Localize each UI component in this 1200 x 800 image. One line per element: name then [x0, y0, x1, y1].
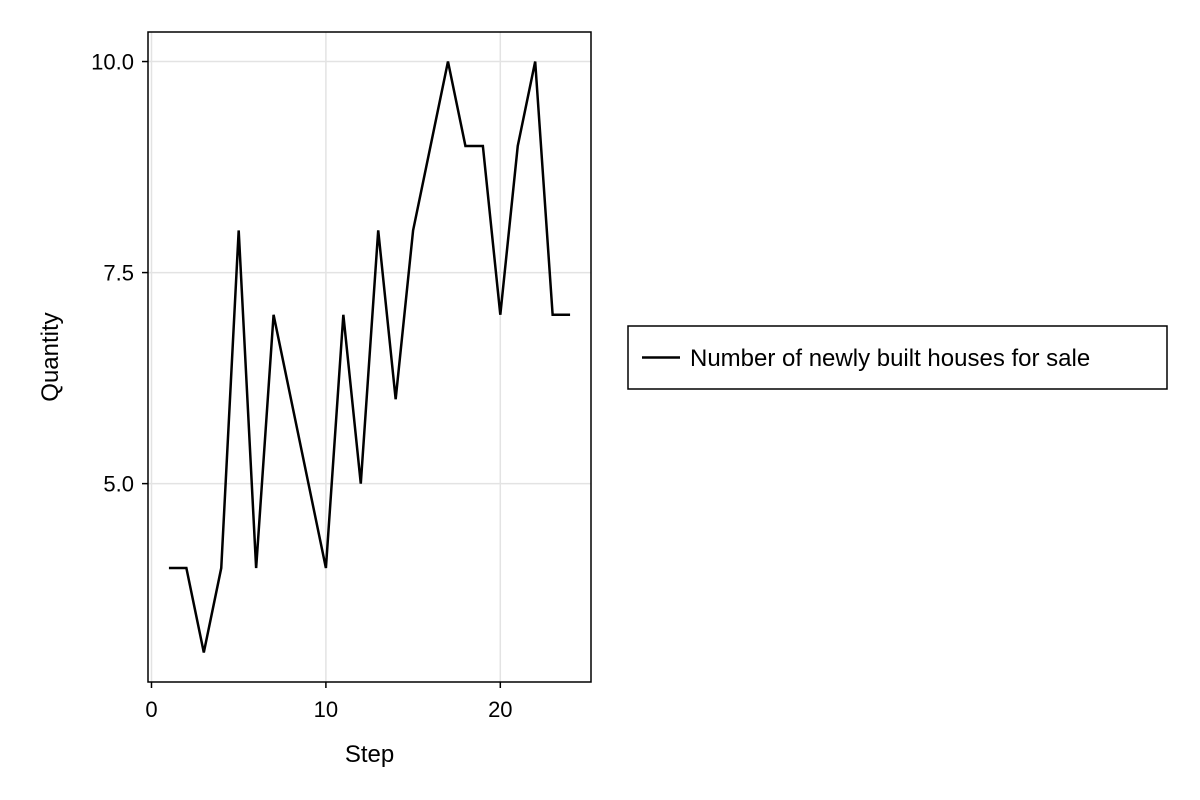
y-tick-label: 10.0	[91, 50, 134, 75]
x-tick-label: 20	[488, 697, 512, 722]
data-point	[341, 313, 345, 317]
data-point	[289, 397, 293, 401]
legend-label: Number of newly built houses for sale	[690, 345, 1090, 372]
legend: Number of newly built houses for sale	[627, 325, 1168, 390]
y-axis-title: Quantity	[37, 312, 64, 401]
data-point	[272, 313, 276, 317]
x-axis-title: Step	[345, 741, 394, 768]
data-point	[376, 228, 380, 232]
series-layer	[167, 60, 572, 654]
y-tick-label: 5.0	[103, 472, 134, 497]
x-tick-label: 0	[145, 697, 157, 722]
data-point	[551, 313, 555, 317]
data-point	[429, 144, 433, 148]
data-point	[394, 397, 398, 401]
data-point	[533, 60, 537, 64]
y-tick-label: 7.5	[103, 261, 134, 286]
data-point	[481, 144, 485, 148]
grid	[148, 32, 591, 682]
plot-frame	[147, 31, 592, 683]
x-tick-label: 10	[314, 697, 338, 722]
data-point	[184, 566, 188, 570]
data-point	[254, 566, 258, 570]
data-point	[306, 482, 310, 486]
data-point	[411, 228, 415, 232]
x-axis-ticks: 0 10 20	[145, 682, 513, 722]
data-point	[219, 566, 223, 570]
data-point	[324, 566, 328, 570]
data-point	[446, 60, 450, 64]
y-axis-ticks: 5.0 7.5 10.0	[91, 50, 148, 497]
data-point	[359, 482, 363, 486]
data-point	[167, 566, 171, 570]
data-point	[463, 144, 467, 148]
data-point	[202, 650, 206, 654]
data-point	[498, 313, 502, 317]
data-point	[237, 228, 241, 232]
data-point	[568, 313, 572, 317]
series-line	[168, 61, 571, 653]
data-point	[516, 144, 520, 148]
legend-box	[627, 325, 1168, 390]
